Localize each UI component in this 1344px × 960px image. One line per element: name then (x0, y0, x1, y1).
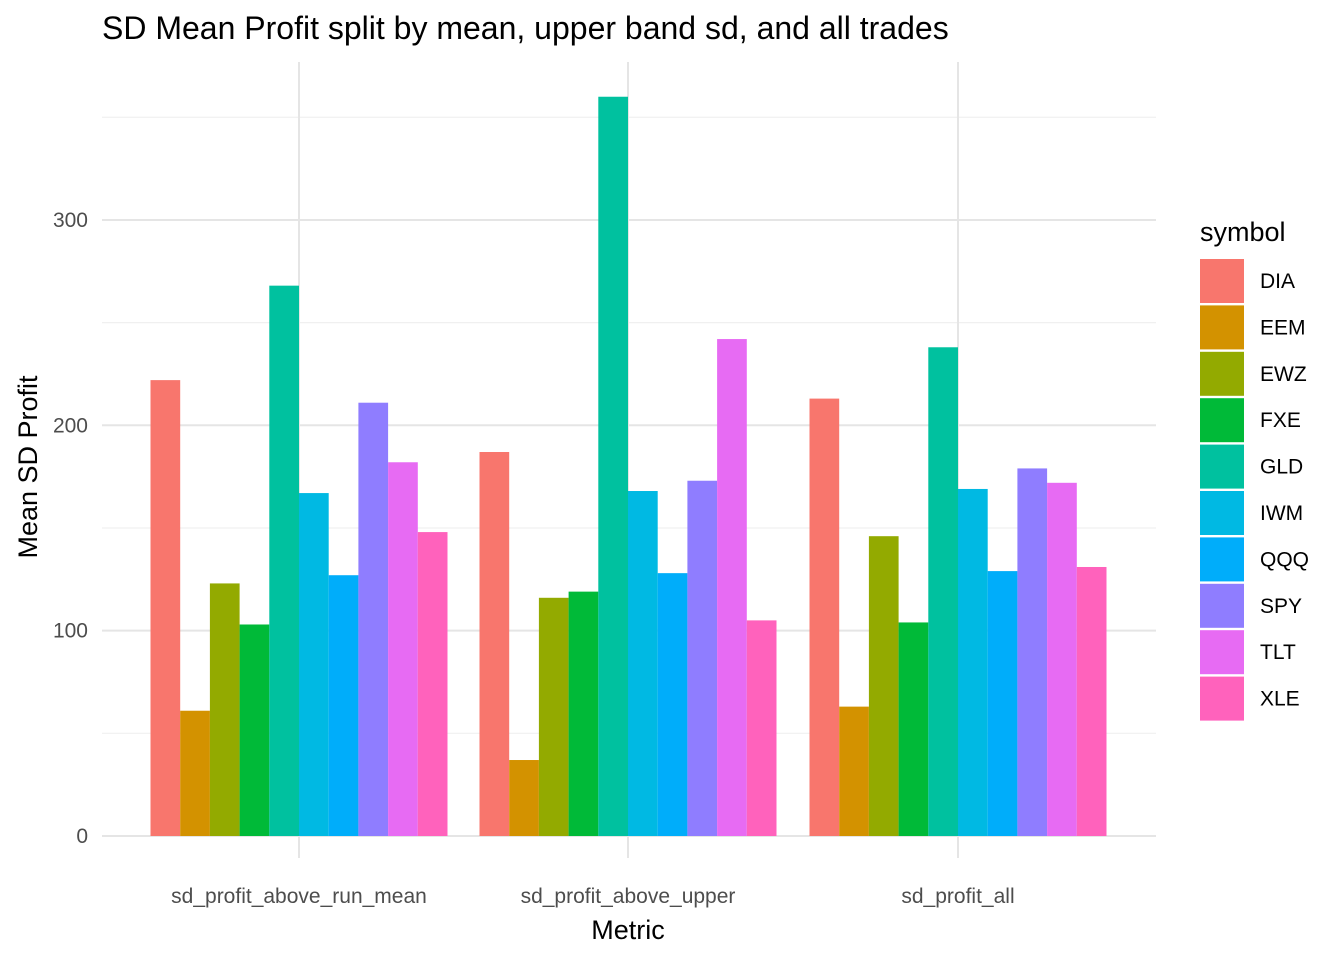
y-tick-label: 100 (53, 620, 88, 643)
bar-qqq-3 (987, 571, 1018, 836)
y-tick-labels: 0 100 200 300 (53, 209, 88, 848)
bar-ewz-2 (538, 597, 569, 836)
legend-label-ewz: EWZ (1260, 363, 1307, 386)
y-tick-label: 300 (53, 209, 88, 232)
bar-tlt-2 (717, 339, 747, 836)
x-axis-title: Metric (591, 915, 665, 945)
bar-dia-3 (809, 398, 840, 836)
bar-xle-2 (746, 620, 777, 836)
legend-key-gld (1200, 444, 1244, 489)
bar-spy-3 (1017, 468, 1048, 836)
y-axis-title: Mean SD Profit (13, 375, 43, 559)
legend-label-dia: DIA (1260, 270, 1295, 293)
bar-ewz-3 (868, 536, 899, 836)
y-tick-label: 0 (76, 825, 88, 848)
bar-fxe-3 (898, 622, 929, 836)
bar-iwm-1 (299, 493, 329, 836)
legend-label-xle: XLE (1260, 688, 1300, 711)
bar-fxe-1 (239, 624, 270, 836)
chart-title: SD Mean Profit split by mean, upper band… (102, 10, 949, 46)
bar-spy-2 (687, 480, 718, 836)
legend-key-xle (1200, 676, 1244, 721)
x-tick-label: sd_profit_above_upper (521, 885, 736, 908)
bar-xle-1 (417, 532, 448, 836)
bar-dia-1 (150, 380, 181, 836)
legend-key-ewz (1200, 351, 1244, 396)
bar-iwm-3 (958, 488, 988, 836)
legend-key-fxe (1200, 398, 1244, 443)
y-tick-label: 200 (53, 414, 88, 437)
legend-label-spy: SPY (1260, 595, 1302, 618)
bar-eem-3 (839, 706, 869, 836)
legend-key-dia (1200, 259, 1244, 303)
bars (150, 96, 1107, 837)
legend-label-tlt: TLT (1260, 641, 1296, 664)
bar-dia-2 (479, 452, 510, 836)
legend-key-eem (1200, 305, 1244, 350)
bar-fxe-2 (568, 591, 599, 836)
legend-key-tlt (1200, 630, 1244, 675)
bar-eem-2 (509, 760, 539, 836)
legend-label-fxe: FXE (1260, 409, 1301, 432)
bar-iwm-2 (628, 491, 658, 836)
bar-tlt-1 (388, 462, 418, 836)
bar-gld-1 (269, 285, 299, 836)
bar-gld-2 (598, 96, 628, 837)
legend: symbol DIA EEM EWZ FXE GLD IWM QQQ SPY TLT XLE (1200, 217, 1309, 721)
bar-gld-3 (928, 347, 958, 836)
legend-label-iwm: IWM (1260, 502, 1303, 525)
bar-qqq-1 (328, 575, 359, 836)
bar-qqq-2 (657, 573, 688, 836)
legend-label-qqq: QQQ (1260, 548, 1309, 571)
bar-ewz-1 (209, 583, 240, 836)
legend-key-iwm (1200, 491, 1244, 535)
x-tick-label: sd_profit_all (901, 885, 1014, 908)
x-tick-label: sd_profit_above_run_mean (171, 885, 427, 908)
x-tick-labels: sd_profit_above_run_mean sd_profit_above_… (171, 885, 1014, 908)
bar-xle-3 (1076, 566, 1107, 836)
legend-key-spy (1200, 583, 1244, 628)
legend-title: symbol (1200, 217, 1286, 247)
legend-label-eem: EEM (1260, 316, 1306, 339)
bar-eem-1 (180, 710, 210, 836)
bar-tlt-3 (1047, 482, 1077, 836)
legend-label-gld: GLD (1260, 456, 1303, 479)
bar-spy-1 (358, 402, 389, 836)
legend-key-qqq (1200, 537, 1244, 582)
